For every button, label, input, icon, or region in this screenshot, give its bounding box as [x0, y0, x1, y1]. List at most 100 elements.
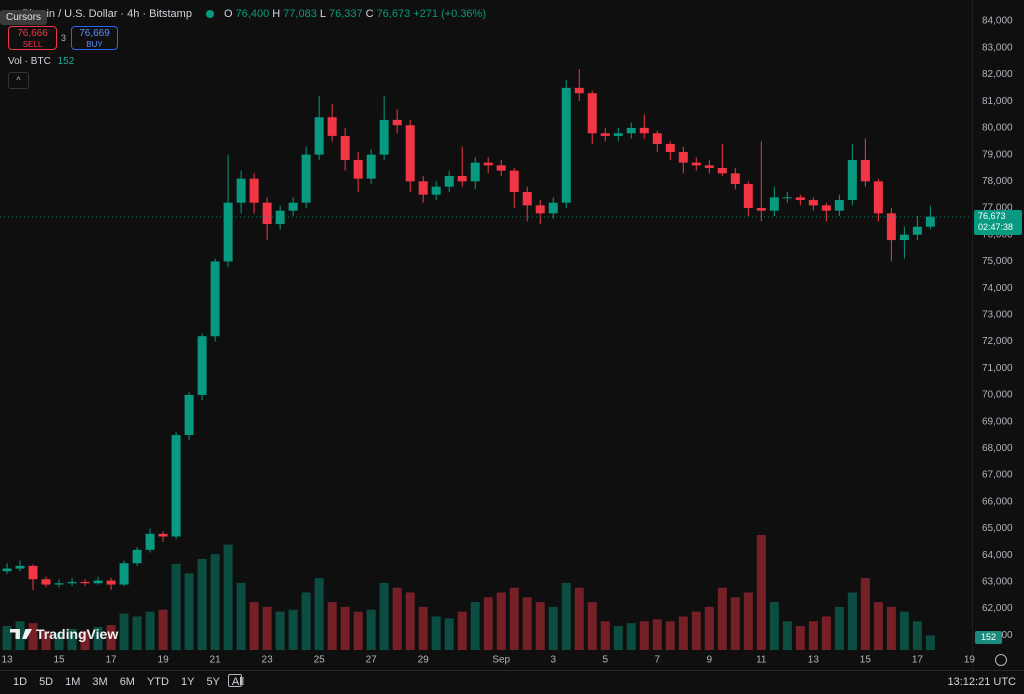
volume-bar [171, 563, 181, 650]
buy-button[interactable]: 76,669 BUY [71, 26, 118, 50]
x-tick-label: 21 [210, 655, 222, 666]
volume-bar [262, 606, 272, 650]
candle-body [535, 205, 545, 214]
candle-body [912, 226, 922, 235]
candle-body [223, 202, 233, 262]
range-button[interactable]: 1Y [180, 676, 195, 688]
volume-bar [912, 621, 922, 650]
candle-body [496, 165, 506, 171]
volume-bar [457, 611, 467, 650]
volume-bar [704, 606, 714, 650]
candle-body [340, 135, 350, 160]
volume-bar [288, 609, 298, 650]
ohlc-legend: O 76,400 H 77,083 L 76,337 C 76,673 +271 (+0… [206, 8, 489, 20]
volume-bar [678, 616, 688, 650]
candle-body [847, 159, 857, 201]
x-tick-label: 15 [860, 655, 872, 666]
y-tick-label: 68,000 [982, 443, 1013, 454]
candle-body [782, 197, 792, 199]
y-tick-label: 66,000 [982, 496, 1013, 507]
candle-body [561, 87, 571, 203]
y-tick-label: 71,000 [982, 363, 1013, 374]
candle-body [197, 336, 207, 395]
candle-body [262, 202, 272, 225]
price-tag-countdown: 02:47:38 [978, 222, 1014, 232]
volume-bar [405, 592, 415, 650]
y-tick-label: 81,000 [982, 96, 1013, 107]
volume-bar [639, 621, 649, 650]
volume-bar [158, 609, 168, 650]
volume-bar [93, 627, 103, 650]
low-label: L [319, 8, 326, 20]
candle-body [717, 167, 727, 174]
volume-bar [223, 544, 233, 650]
candle-body [431, 186, 441, 195]
volume-bar [730, 597, 740, 650]
y-tick-label: 67,000 [982, 470, 1013, 481]
y-tick-label: 77,000 [982, 203, 1013, 214]
volume-bar [782, 621, 792, 650]
candle-body [418, 181, 428, 195]
candle-body [626, 127, 636, 134]
candle-body [54, 583, 64, 585]
volume-bar [197, 558, 207, 650]
y-tick-label: 72,000 [982, 336, 1013, 347]
range-button[interactable]: YTD [146, 676, 169, 688]
volume-bar [470, 602, 480, 650]
date-range-button[interactable] [228, 674, 242, 687]
x-tick-label: 27 [366, 655, 378, 666]
candle-body [600, 133, 610, 136]
range-button[interactable]: 1D [13, 676, 28, 688]
x-tick-label: 13 [1, 655, 13, 666]
candle-body [483, 162, 493, 166]
volume-bar [860, 578, 870, 650]
volume-bar [431, 616, 441, 650]
volume-bar [600, 621, 610, 650]
volume-bar [28, 623, 38, 650]
candle-body [613, 133, 623, 136]
sell-button[interactable]: 76,666 SELL [8, 26, 57, 50]
volume-bar [652, 619, 662, 650]
sell-price: 76,666 [17, 28, 48, 39]
x-tick-label: 9 [707, 655, 713, 666]
range-button[interactable]: 3M [92, 676, 108, 688]
candle-body [28, 565, 38, 580]
candle-body [184, 394, 194, 436]
volume-bar [535, 602, 545, 650]
price-tag: 76,673 02:47:38 [974, 210, 1022, 235]
x-tick-label: 19 [964, 655, 976, 666]
y-tick-label: 63,000 [982, 577, 1013, 588]
x-tick-label: 17 [912, 655, 924, 666]
settings-button[interactable] [995, 654, 1007, 666]
y-tick-label: 80,000 [982, 123, 1013, 134]
candle-body [41, 579, 51, 585]
candle-body [743, 183, 753, 209]
candle-body [132, 549, 142, 564]
range-button[interactable]: 5D [39, 676, 54, 688]
volume-bar [275, 611, 285, 650]
close-label: C [365, 8, 374, 20]
volume-bar [353, 611, 363, 650]
price-tag-price: 76,673 [978, 211, 1006, 221]
volume-bar [769, 602, 779, 650]
tooltip: Cursors [0, 10, 48, 25]
y-tick-label: 64,000 [982, 550, 1013, 561]
range-bar: 1D 5D 1M 3M 6M YTD 1Y 5Y All [8, 676, 249, 688]
range-button[interactable]: 1M [65, 676, 81, 688]
candle-body [834, 200, 844, 211]
volume-legend-value: 152 [57, 56, 75, 67]
candle-body [366, 154, 376, 179]
range-button[interactable]: 6M [119, 676, 135, 688]
volume-bar [665, 621, 675, 650]
buy-price: 76,669 [79, 28, 110, 39]
volume-bar [795, 626, 805, 650]
x-tick-label: Sep [492, 655, 510, 666]
volume-bar [249, 602, 259, 650]
collapse-button[interactable]: ^ [8, 72, 29, 89]
range-button[interactable]: 5Y [206, 676, 220, 688]
y-tick-label: 79,000 [982, 149, 1013, 160]
candle-body [80, 581, 90, 584]
sell-label: SELL [22, 40, 43, 49]
volume-bar [418, 606, 428, 650]
